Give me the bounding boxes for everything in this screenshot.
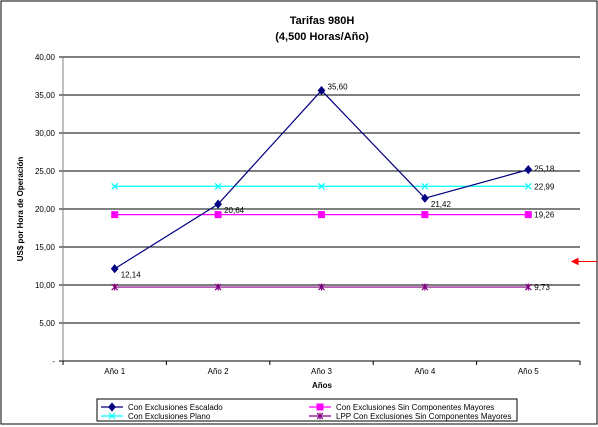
- marker-shape: [524, 182, 532, 190]
- marker-shape: [111, 211, 119, 219]
- data-point: [524, 182, 532, 190]
- marker-shape: [318, 211, 325, 219]
- legend-marker: [108, 402, 116, 412]
- data-point: [110, 264, 119, 274]
- marker-shape: [318, 182, 325, 190]
- data-label: 21,42: [431, 200, 452, 209]
- data-point: [421, 193, 429, 203]
- marker-shape: [111, 182, 119, 190]
- data-point: [214, 211, 222, 219]
- marker-shape: [214, 211, 222, 219]
- x-tick-label: Año 5: [518, 367, 539, 376]
- y-tick-label: -: [52, 357, 55, 366]
- y-tick-label: 40,00: [35, 53, 56, 62]
- marker-shape: [214, 199, 222, 209]
- data-label: 12,14: [121, 271, 142, 280]
- legend: Con Exclusiones Escalado Con Exclusiones …: [96, 398, 518, 422]
- marker-shape: [524, 211, 532, 219]
- marker-shape: [316, 403, 324, 411]
- data-point: [421, 182, 429, 190]
- marker-shape: [317, 85, 326, 96]
- x-tick-label: Año 4: [414, 367, 435, 376]
- y-tick-label: 35,00: [35, 91, 56, 100]
- legend-marker: [316, 403, 324, 411]
- legend-label: Con Exclusiones Sin Componentes Mayores: [336, 403, 494, 412]
- data-point: [317, 85, 326, 96]
- chart-title: Tarifas 980H: [290, 15, 355, 27]
- data-point: [111, 211, 119, 219]
- data-point: [524, 165, 533, 175]
- data-label: 35,60: [328, 82, 349, 91]
- y-tick-label: 30,00: [35, 129, 56, 138]
- marker-shape: [214, 182, 222, 190]
- x-tick-label: Año 1: [104, 367, 125, 376]
- data-label: 25,18: [534, 165, 555, 174]
- marker-shape: [421, 193, 429, 203]
- legend-marker: [108, 412, 116, 420]
- data-point: [318, 283, 325, 291]
- legend-marker: [316, 412, 324, 420]
- y-tick-label: 5,00: [39, 319, 55, 328]
- x-tick-label: Año 3: [311, 367, 332, 376]
- data-point: [214, 283, 222, 291]
- data-point: [214, 199, 222, 209]
- marker-shape: [110, 264, 119, 274]
- marker-shape: [421, 182, 429, 190]
- x-tick-label: Año 2: [208, 367, 229, 376]
- arrow-head: [570, 257, 579, 266]
- chart-subtitle: (4,500 Horas/Año): [275, 31, 369, 43]
- y-tick-label: 15,00: [35, 243, 56, 252]
- data-point: [214, 182, 222, 190]
- data-label: 22,99: [534, 182, 555, 191]
- legend-item: Con Exclusiones Sin Componentes Mayores: [309, 403, 494, 412]
- data-point: [421, 211, 429, 219]
- legend-item: Con Exclusiones Escalado: [101, 402, 223, 412]
- marker-shape: [524, 165, 533, 175]
- data-point: [318, 182, 325, 190]
- data-point: [421, 283, 429, 291]
- legend-label: Con Exclusiones Plano: [128, 412, 211, 421]
- marker-shape: [108, 402, 116, 412]
- annotation-arrow: [570, 257, 597, 266]
- data-point: [524, 211, 532, 219]
- data-label: 9,73: [534, 283, 550, 292]
- y-axis-title: US$ por Hora de Operación: [16, 157, 25, 262]
- data-label: 19,26: [534, 211, 555, 220]
- y-tick-label: 25,00: [35, 167, 56, 176]
- data-point: [318, 211, 325, 219]
- legend-item: Con Exclusiones Plano: [101, 412, 211, 421]
- legend-label: Con Exclusiones Escalado: [128, 403, 223, 412]
- data-point: [111, 283, 119, 291]
- data-point: [111, 182, 119, 190]
- marker-shape: [421, 211, 429, 219]
- legend-box: [96, 398, 518, 422]
- data-label: 20,64: [224, 206, 245, 215]
- y-tick-label: 10,00: [35, 281, 56, 290]
- legend-item: LPP Con Exclusiones Sin Componentes Mayo…: [309, 412, 512, 421]
- y-tick-label: 20,00: [35, 205, 56, 214]
- marker-shape: [108, 412, 116, 420]
- data-point: [524, 283, 532, 291]
- plot-area: - 5,00 10,00 15,00 20,00 25,00 30,00 35,00 40,00…: [35, 53, 581, 376]
- legend-label: LPP Con Exclusiones Sin Componentes Mayo…: [336, 412, 512, 421]
- x-axis-title: Años: [312, 381, 333, 390]
